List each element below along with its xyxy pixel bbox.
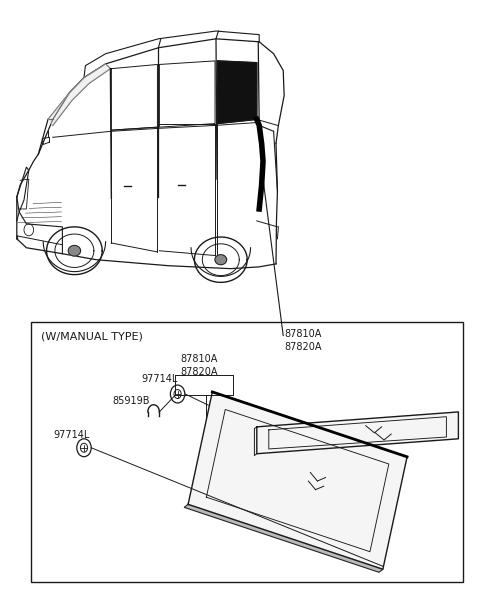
Bar xyxy=(31,322,463,582)
Polygon shape xyxy=(48,64,110,125)
Text: 87810A
87820A: 87810A 87820A xyxy=(180,354,217,377)
Polygon shape xyxy=(217,61,257,124)
Polygon shape xyxy=(257,412,458,454)
Polygon shape xyxy=(184,504,383,573)
Polygon shape xyxy=(254,427,257,456)
Text: 97714L: 97714L xyxy=(54,430,90,439)
Polygon shape xyxy=(68,245,81,256)
Polygon shape xyxy=(215,255,227,264)
Text: 85919B: 85919B xyxy=(113,396,150,406)
Text: (W/MANUAL TYPE): (W/MANUAL TYPE) xyxy=(41,331,143,341)
Text: 97714L: 97714L xyxy=(142,374,178,384)
Text: 87810A
87820A: 87810A 87820A xyxy=(285,329,322,352)
Polygon shape xyxy=(188,392,407,570)
